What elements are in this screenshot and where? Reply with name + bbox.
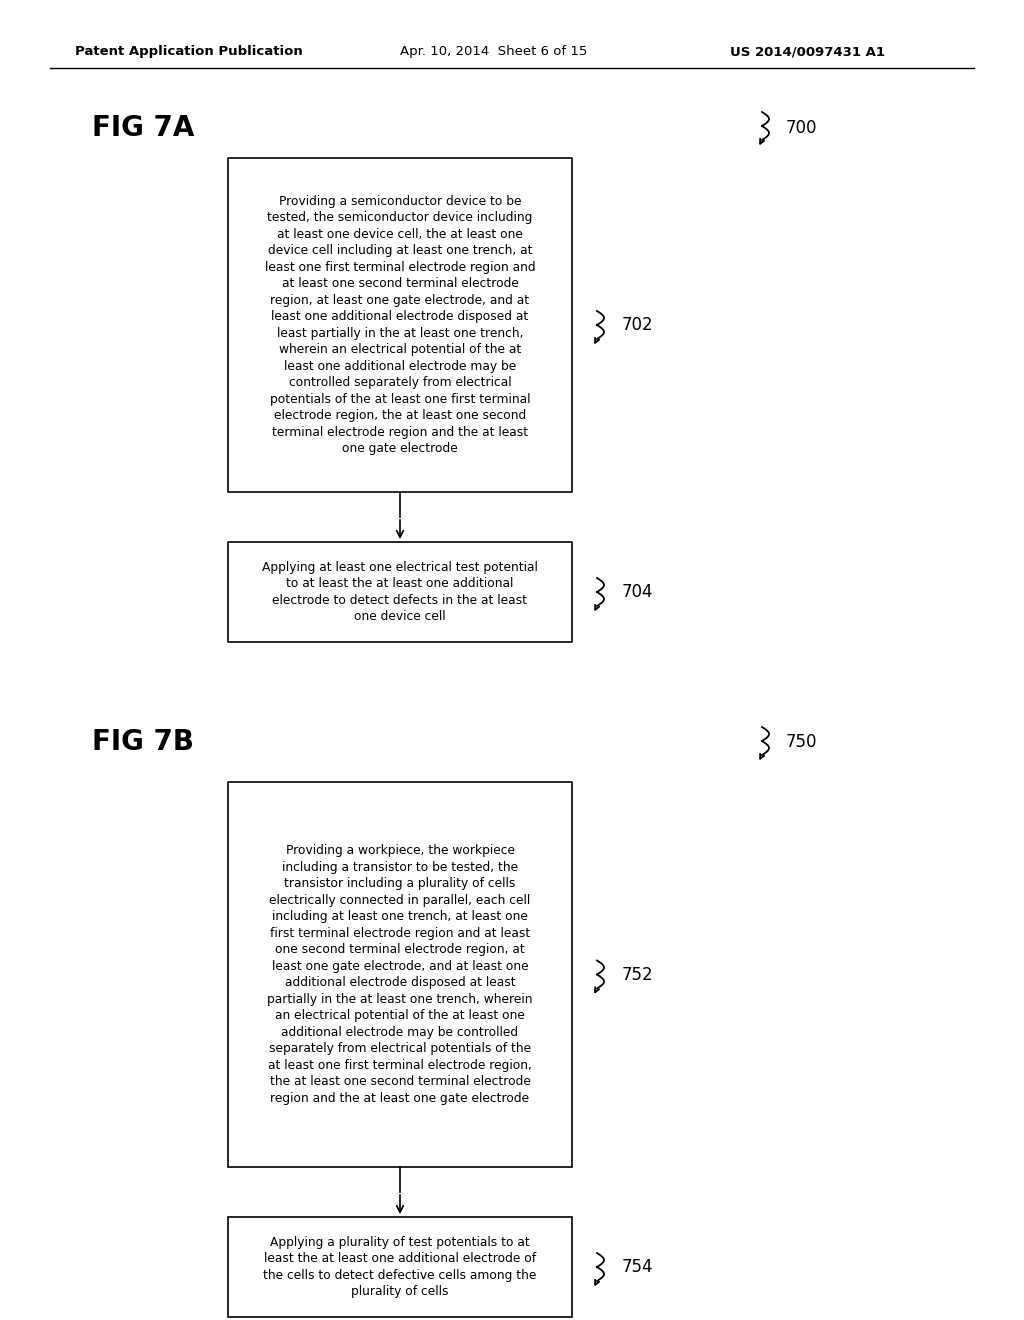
Text: 702: 702 [622,315,653,334]
Text: Applying a plurality of test potentials to at
least the at least one additional : Applying a plurality of test potentials … [263,1236,537,1299]
Text: 750: 750 [786,733,817,751]
Text: Applying at least one electrical test potential
to at least the at least one add: Applying at least one electrical test po… [262,561,538,623]
Bar [228,781,572,1167]
Text: 700: 700 [786,119,817,137]
Bar [228,1217,572,1317]
Text: Patent Application Publication: Patent Application Publication [75,45,303,58]
Bar [228,543,572,642]
Text: 752: 752 [622,965,653,983]
Text: 754: 754 [622,1258,653,1276]
Text: 704: 704 [622,583,653,601]
Text: Providing a workpiece, the workpiece
including a transistor to be tested, the
tr: Providing a workpiece, the workpiece inc… [267,845,532,1105]
Text: Apr. 10, 2014  Sheet 6 of 15: Apr. 10, 2014 Sheet 6 of 15 [400,45,588,58]
Text: US 2014/0097431 A1: US 2014/0097431 A1 [730,45,885,58]
Bar [228,158,572,492]
Text: FIG 7A: FIG 7A [92,114,195,143]
Text: Providing a semiconductor device to be
tested, the semiconductor device includin: Providing a semiconductor device to be t… [264,195,536,455]
Text: FIG 7B: FIG 7B [92,729,194,756]
